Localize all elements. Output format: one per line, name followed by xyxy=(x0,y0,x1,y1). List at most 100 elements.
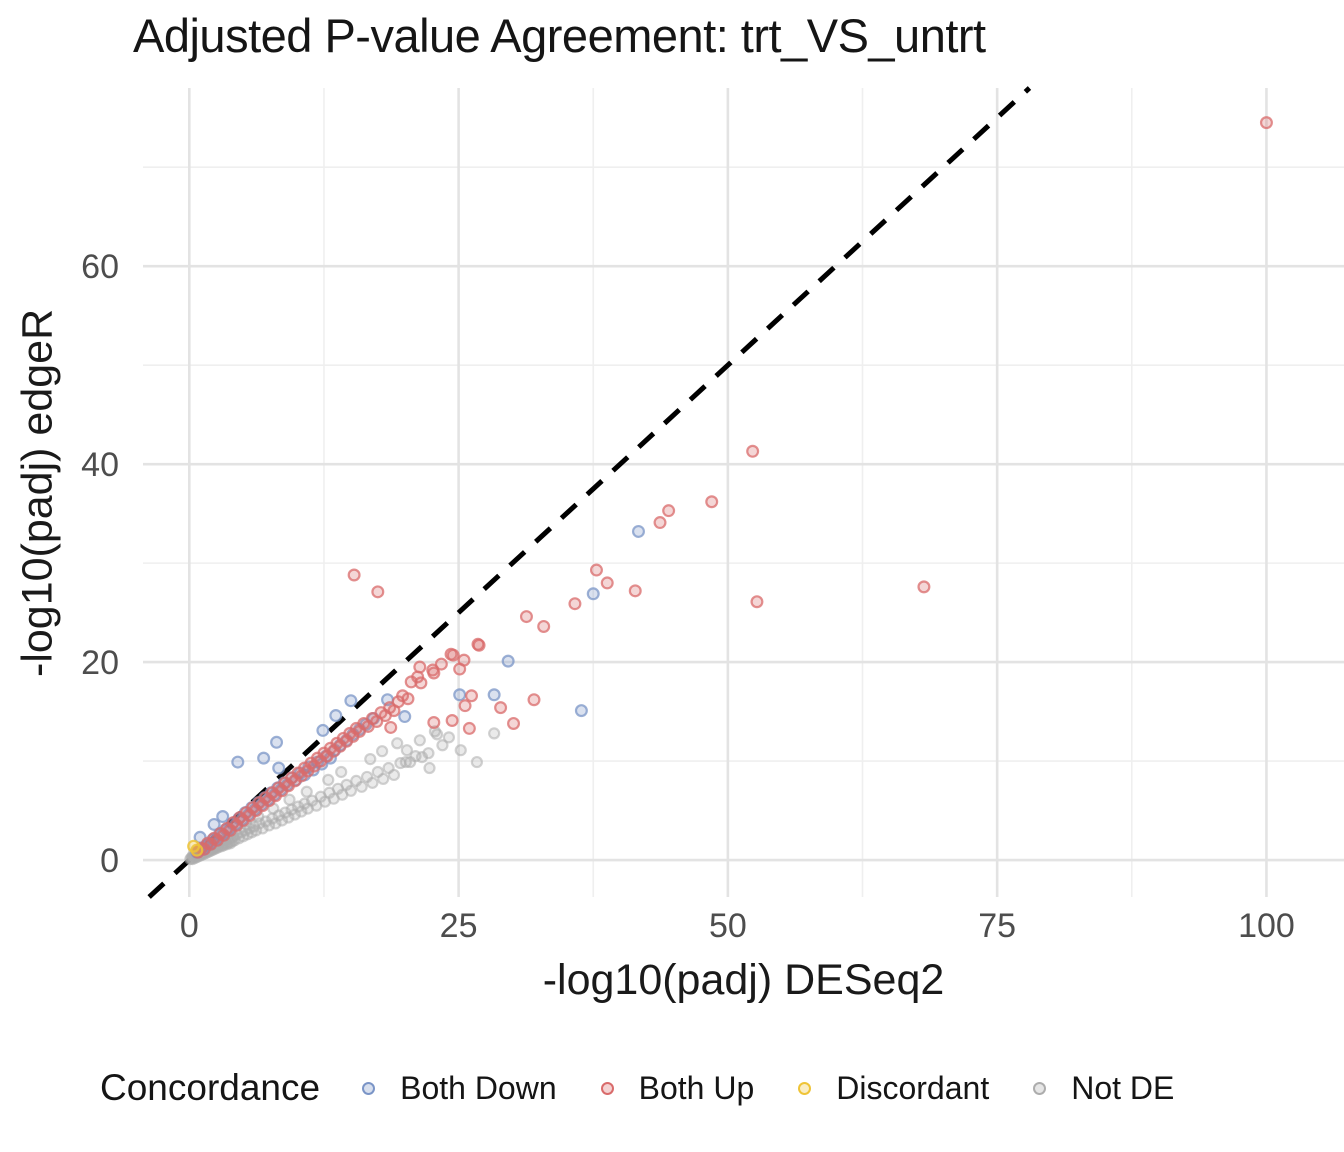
page-title: Adjusted P-value Agreement: trt_VS_untrt xyxy=(133,9,986,62)
data-point-both-up xyxy=(519,610,533,624)
data-point-both-down xyxy=(487,688,501,702)
data-point-not-de xyxy=(422,747,435,760)
x-tick-label: 100 xyxy=(1238,907,1295,945)
data-point-both-up xyxy=(746,444,760,458)
legend-key-dot-icon xyxy=(1033,1081,1047,1095)
data-point-both-up xyxy=(662,504,676,518)
legend-item-not-de[interactable]: Not DE xyxy=(1033,1070,1174,1107)
data-point-both-up xyxy=(537,619,551,633)
data-point-both-up xyxy=(384,720,398,734)
x-tick-label: 50 xyxy=(709,907,747,945)
data-point-both-up xyxy=(445,714,459,728)
data-point-both-up xyxy=(427,666,441,680)
data-point-both-up xyxy=(413,660,427,674)
data-point-not-de xyxy=(391,737,404,750)
data-point-both-down xyxy=(344,694,358,708)
data-point-both-up xyxy=(653,516,667,530)
scatter-plot: 0 25 50 75 100 0 20 40 60 xyxy=(81,86,1344,945)
data-point-both-down xyxy=(329,709,343,723)
data-point-both-up xyxy=(458,699,472,713)
legend-title: Concordance xyxy=(100,1067,321,1108)
y-axis-title: -log10(padj) edgeR xyxy=(13,308,62,677)
data-point-not-de xyxy=(376,745,389,758)
data-point-both-up xyxy=(401,692,415,706)
y-tick-label: 20 xyxy=(81,644,119,682)
data-point-both-up xyxy=(371,585,385,599)
data-point-not-de xyxy=(322,773,335,787)
data-point-not-de xyxy=(470,755,484,769)
data-point-both-down xyxy=(631,524,645,538)
x-tick-label: 25 xyxy=(440,907,478,945)
data-point-not-de xyxy=(300,785,313,798)
data-point-not-de xyxy=(454,744,467,757)
data-point-both-down xyxy=(501,654,515,668)
legend-item-label: Discordant xyxy=(836,1069,990,1106)
data-point-both-down xyxy=(207,817,221,831)
data-point-both-down xyxy=(216,810,230,824)
data-point-both-up xyxy=(427,715,441,729)
legend-item-label: Both Down xyxy=(400,1069,557,1106)
data-point-both-up xyxy=(589,563,603,577)
x-tick-label: 75 xyxy=(978,907,1016,945)
data-point-not-de xyxy=(400,744,413,757)
legend-key-dot-icon xyxy=(362,1081,376,1095)
data-point-both-up xyxy=(628,584,642,598)
identity-reference-line xyxy=(147,86,1032,899)
data-point-both-down xyxy=(257,751,271,765)
data-point-both-down xyxy=(398,710,412,724)
data-point-both-up xyxy=(917,580,931,594)
data-point-both-down xyxy=(453,688,467,702)
data-point-not-de xyxy=(436,739,449,752)
data-point-both-up xyxy=(347,568,361,582)
data-point-both-up xyxy=(750,595,764,609)
data-point-both-up xyxy=(465,689,479,703)
data-point-not-de xyxy=(387,768,401,782)
data-point-not-de xyxy=(377,772,390,786)
x-axis-title: -log10(padj) DESeq2 xyxy=(542,956,945,1004)
data-point-not-de xyxy=(335,765,348,779)
data-point-not-de xyxy=(413,734,426,747)
legend-item-label: Both Up xyxy=(638,1069,755,1106)
legend-item-both-up[interactable]: Both Up xyxy=(600,1069,755,1107)
data-point-both-down xyxy=(270,735,284,749)
data-point-not-de xyxy=(488,727,501,740)
data-point-both-up xyxy=(705,495,719,509)
data-point-both-up xyxy=(1259,116,1273,130)
legend-item-discordant[interactable]: Discordant xyxy=(798,1070,989,1107)
legend-key-dot-icon xyxy=(600,1081,614,1095)
data-point-both-down xyxy=(316,723,330,737)
data-point-both-down xyxy=(586,587,600,601)
data-point-both-up xyxy=(462,721,476,735)
data-point-not-de xyxy=(423,761,436,775)
data-point-both-up xyxy=(494,701,508,715)
data-point-both-up xyxy=(568,597,582,611)
y-tick-label: 40 xyxy=(81,446,119,484)
data-point-both-up xyxy=(507,716,521,730)
legend-key-dot-icon xyxy=(798,1081,812,1095)
data-point-not-de xyxy=(442,731,456,744)
data-point-both-down xyxy=(231,755,245,769)
legend-item-both-down[interactable]: Both Down xyxy=(362,1070,557,1107)
data-point-not-de xyxy=(366,776,379,789)
legend-item-label: Not DE xyxy=(1071,1069,1175,1106)
data-point-both-up xyxy=(414,676,428,690)
data-point-not-de xyxy=(364,753,377,766)
data-point-both-up xyxy=(472,638,486,652)
y-tick-label: 60 xyxy=(81,248,119,286)
legend-items: Both Down Both Up Discordant Not DE xyxy=(362,1070,1174,1107)
data-point-both-up xyxy=(434,657,448,671)
data-point-not-de xyxy=(344,784,357,797)
legend: Concordance Both Down Both Up Discordant No… xyxy=(0,1048,1344,1128)
y-tick-label: 0 xyxy=(100,842,119,880)
data-point-both-up xyxy=(527,693,541,707)
data-point-both-up xyxy=(457,653,471,667)
x-tick-label: 0 xyxy=(180,907,199,945)
data-point-not-de xyxy=(283,793,296,806)
data-point-not-de xyxy=(430,728,444,741)
data-point-both-down xyxy=(272,761,286,775)
data-point-discordant xyxy=(190,843,204,857)
data-point-both-down xyxy=(574,704,588,718)
data-point-both-up xyxy=(446,648,460,662)
data-point-not-de xyxy=(355,780,368,793)
